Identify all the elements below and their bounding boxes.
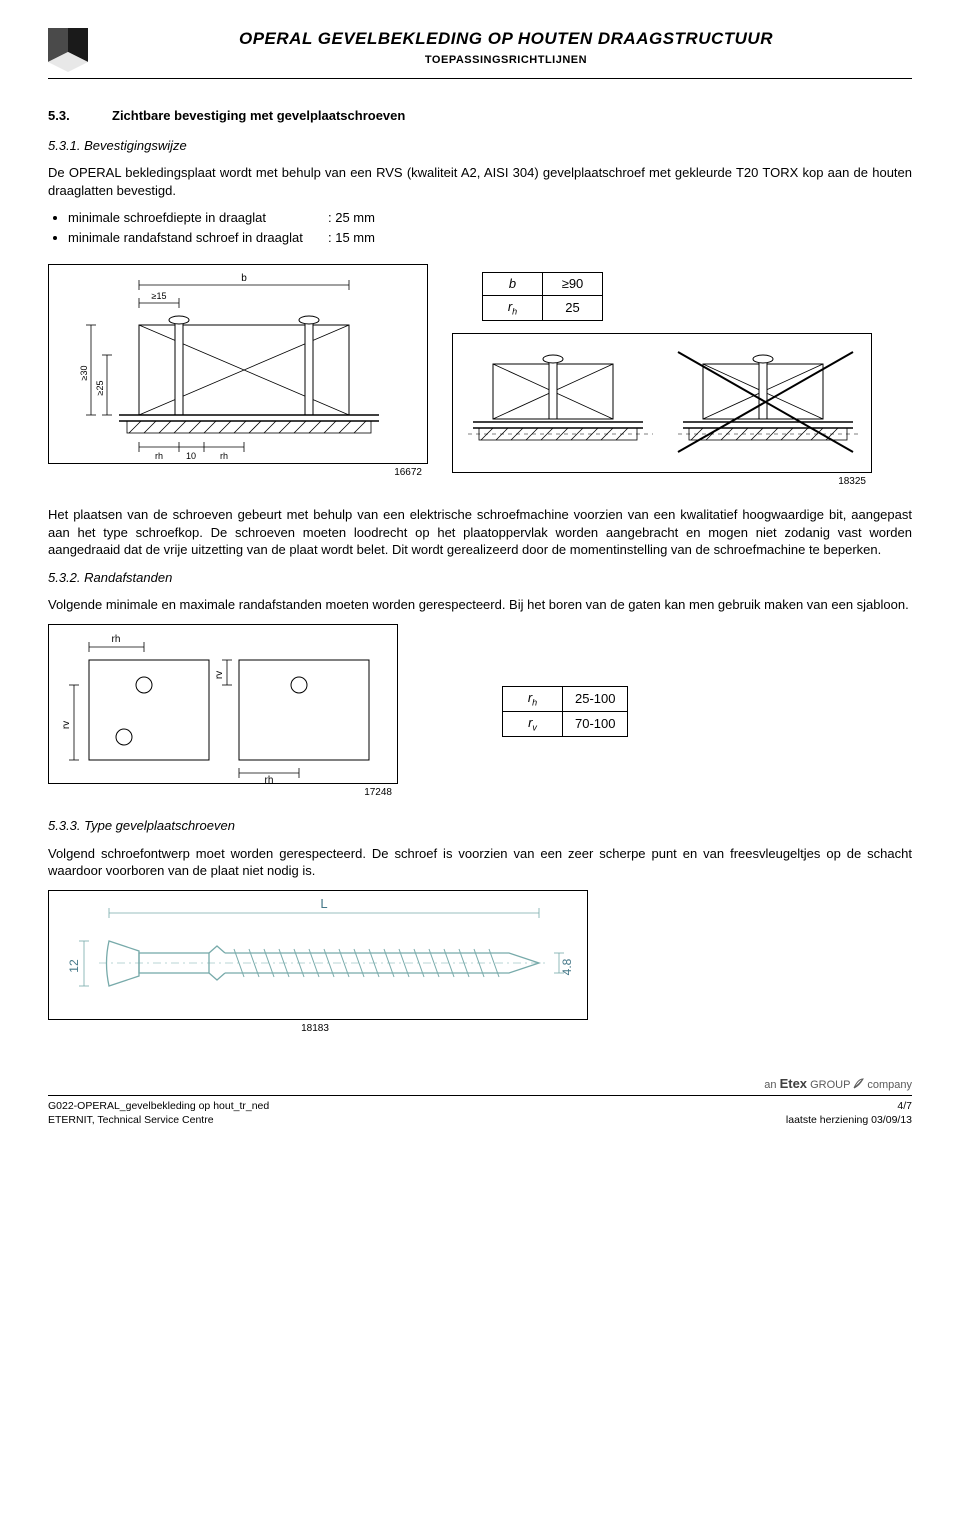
section-title: Zichtbare bevestiging met gevelplaatschr… xyxy=(112,107,405,125)
subsection-5-3-3-title: 5.3.3. Type gevelplaatschroeven xyxy=(48,817,912,835)
svg-text:rh: rh xyxy=(220,451,228,461)
table-cell: ≥90 xyxy=(543,273,603,296)
figure-id: 18183 xyxy=(48,1022,588,1036)
table-cell: 25 xyxy=(543,295,603,320)
spec-value: : 15 mm xyxy=(328,229,375,247)
spec-item: minimale randafstand schroef in draaglat… xyxy=(68,229,912,247)
figure-id: 16672 xyxy=(48,466,428,480)
svg-text:≥15: ≥15 xyxy=(152,291,167,301)
table-cell: b xyxy=(483,273,543,296)
table-b-rh: b ≥90 rh 25 xyxy=(482,272,603,320)
subsection-5-3-1-title: 5.3.1. Bevestigingswijze xyxy=(48,137,912,155)
table-cell: 25-100 xyxy=(563,687,628,712)
footer-doc-id: G022-OPERAL_gevelbekleding op hout_tr_ne… xyxy=(48,1099,269,1113)
svg-text:12: 12 xyxy=(67,959,81,973)
figure-18183: L 12 xyxy=(48,890,588,1020)
svg-text:≥25: ≥25 xyxy=(95,381,105,396)
svg-text:rh: rh xyxy=(112,634,121,645)
figure-16672: b ≥15 ≥30 ≥25 xyxy=(48,264,428,464)
logo-icon xyxy=(48,28,88,72)
footer-revision: laatste herziening 03/09/13 xyxy=(786,1113,912,1127)
para-5-3-3: Volgend schroefontwerp moet worden geres… xyxy=(48,845,912,880)
svg-text:≥30: ≥30 xyxy=(79,366,89,381)
figure-id: 17248 xyxy=(48,786,398,800)
footer-divider xyxy=(48,1095,912,1096)
etex-brand: an Etex GROUP company xyxy=(48,1075,912,1093)
footer-org: ETERNIT, Technical Service Centre xyxy=(48,1113,214,1127)
para-5-3-1-intro: De OPERAL bekledingsplaat wordt met behu… xyxy=(48,164,912,199)
svg-text:rv: rv xyxy=(61,721,72,729)
section-5-3: 5.3. Zichtbare bevestiging met gevelplaa… xyxy=(48,107,912,125)
spec-label: minimale randafstand schroef in draaglat xyxy=(68,229,328,247)
table-cell: rh xyxy=(503,687,563,712)
svg-text:L: L xyxy=(320,896,327,911)
svg-text:4.8: 4.8 xyxy=(560,958,574,975)
table-cell: rv xyxy=(503,712,563,737)
page-footer: an Etex GROUP company G022-OPERAL_gevelb… xyxy=(48,1075,912,1127)
svg-text:rh: rh xyxy=(155,451,163,461)
figure-row-2: rh rv rv xyxy=(48,624,912,800)
header-divider xyxy=(48,78,912,79)
spec-item: minimale schroefdiepte in draaglat : 25 … xyxy=(68,209,912,227)
para-5-3-1-body: Het plaatsen van de schroeven gebeurt me… xyxy=(48,506,912,559)
table-rh-rv: rh 25-100 rv 70-100 xyxy=(502,686,628,736)
table-cell: 70-100 xyxy=(563,712,628,737)
figure-18325 xyxy=(452,333,872,473)
page-header: OPERAL GEVELBEKLEDING OP HOUTEN DRAAGSTR… xyxy=(48,28,912,72)
footer-page-num: 4/7 xyxy=(897,1099,912,1113)
leaf-icon xyxy=(853,1078,864,1089)
page-subtitle: TOEPASSINGSRICHTLIJNEN xyxy=(100,53,912,68)
svg-text:b: b xyxy=(241,273,247,284)
svg-text:rh: rh xyxy=(265,775,274,785)
svg-text:10: 10 xyxy=(186,451,196,461)
table-cell: rh xyxy=(483,295,543,320)
subsection-5-3-2-title: 5.3.2. Randafstanden xyxy=(48,569,912,587)
page-title: OPERAL GEVELBEKLEDING OP HOUTEN DRAAGSTR… xyxy=(100,28,912,51)
figure-row-1: b ≥15 ≥30 ≥25 xyxy=(48,264,912,488)
spec-list: minimale schroefdiepte in draaglat : 25 … xyxy=(68,209,912,246)
figure-17248: rh rv rv xyxy=(48,624,398,784)
para-5-3-2: Volgende minimale en maximale randafstan… xyxy=(48,596,912,614)
spec-label: minimale schroefdiepte in draaglat xyxy=(68,209,328,227)
figure-id: 18325 xyxy=(452,475,872,489)
spec-value: : 25 mm xyxy=(328,209,375,227)
svg-text:rv: rv xyxy=(214,671,225,679)
section-number: 5.3. xyxy=(48,107,88,125)
